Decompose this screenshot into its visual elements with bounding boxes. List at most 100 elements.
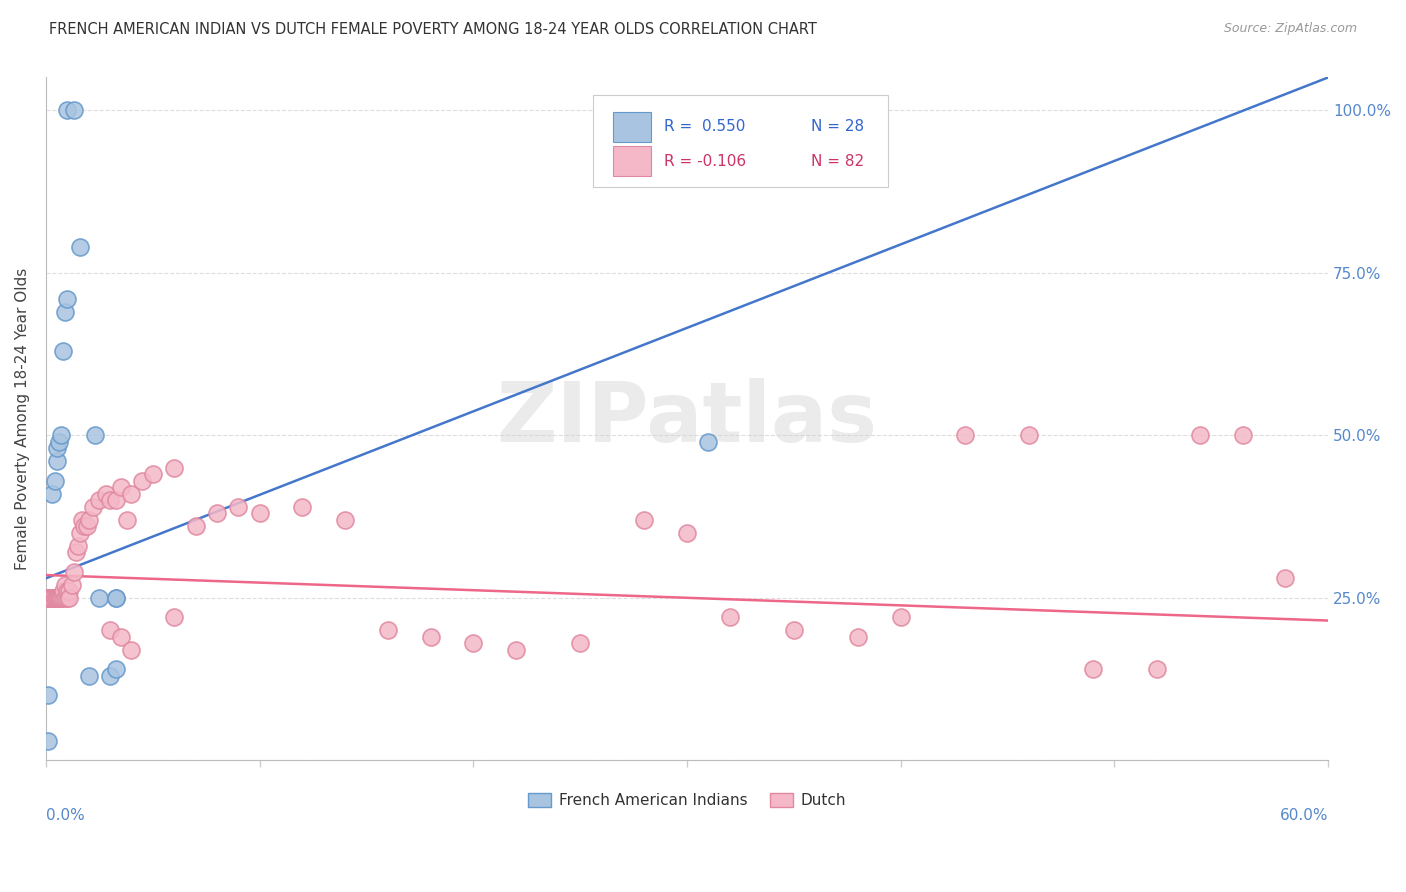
- Point: [98, 493, 121, 508]
- Point: [41, 591, 63, 605]
- Point: [56, 103, 79, 117]
- Y-axis label: Female Poverty Among 18-24 Year Olds: Female Poverty Among 18-24 Year Olds: [15, 268, 30, 570]
- Point: [77, 669, 100, 683]
- Point: [49, 591, 72, 605]
- Point: [41, 591, 63, 605]
- Point: [48, 591, 70, 605]
- Point: [105, 591, 128, 605]
- Point: [44, 591, 66, 605]
- Point: [1232, 428, 1254, 442]
- Point: [45, 454, 67, 468]
- FancyBboxPatch shape: [593, 95, 889, 186]
- Point: [39, 591, 62, 605]
- Point: [676, 525, 699, 540]
- FancyBboxPatch shape: [613, 145, 651, 177]
- Point: [205, 506, 228, 520]
- Point: [65, 545, 87, 559]
- Point: [120, 486, 142, 500]
- Point: [44, 591, 66, 605]
- Point: [105, 662, 128, 676]
- Point: [569, 636, 592, 650]
- Point: [53, 304, 76, 318]
- Point: [333, 513, 356, 527]
- Point: [115, 513, 138, 527]
- Point: [110, 630, 132, 644]
- Point: [120, 643, 142, 657]
- Point: [37, 734, 59, 748]
- Point: [41, 591, 63, 605]
- Point: [66, 539, 89, 553]
- Point: [82, 500, 104, 514]
- Point: [58, 591, 80, 605]
- Point: [69, 525, 91, 540]
- Point: [697, 434, 720, 449]
- Point: [377, 624, 399, 638]
- Point: [131, 474, 153, 488]
- Point: [48, 591, 70, 605]
- Point: [163, 460, 186, 475]
- Point: [89, 493, 111, 508]
- Point: [89, 591, 111, 605]
- Text: FRENCH AMERICAN INDIAN VS DUTCH FEMALE POVERTY AMONG 18-24 YEAR OLDS CORRELATION: FRENCH AMERICAN INDIAN VS DUTCH FEMALE P…: [49, 22, 817, 37]
- Point: [77, 513, 100, 527]
- Point: [41, 591, 63, 605]
- Point: [48, 591, 70, 605]
- Point: [41, 591, 63, 605]
- Point: [718, 610, 741, 624]
- Text: ZIPatlas: ZIPatlas: [496, 378, 877, 459]
- Point: [41, 591, 63, 605]
- Point: [53, 578, 76, 592]
- Point: [39, 591, 62, 605]
- Point: [890, 610, 912, 624]
- Point: [142, 467, 165, 482]
- Point: [41, 591, 63, 605]
- Point: [45, 441, 67, 455]
- Point: [69, 239, 91, 253]
- Point: [56, 292, 79, 306]
- Point: [62, 565, 84, 579]
- Text: 60.0%: 60.0%: [1279, 808, 1329, 823]
- FancyBboxPatch shape: [613, 112, 651, 143]
- Point: [37, 591, 59, 605]
- Text: N = 82: N = 82: [811, 153, 865, 169]
- Point: [84, 428, 107, 442]
- Point: [45, 591, 67, 605]
- Point: [1018, 428, 1040, 442]
- Text: Source: ZipAtlas.com: Source: ZipAtlas.com: [1223, 22, 1357, 36]
- Point: [52, 591, 75, 605]
- Point: [72, 513, 94, 527]
- Point: [56, 584, 79, 599]
- Point: [49, 591, 72, 605]
- Point: [1188, 428, 1211, 442]
- Point: [52, 584, 75, 599]
- Point: [44, 591, 66, 605]
- Point: [463, 636, 485, 650]
- Point: [226, 500, 249, 514]
- Point: [783, 624, 806, 638]
- Point: [291, 500, 314, 514]
- Point: [62, 103, 84, 117]
- Point: [1274, 571, 1296, 585]
- Point: [41, 591, 63, 605]
- Point: [45, 591, 67, 605]
- Text: R =  0.550: R = 0.550: [664, 120, 745, 135]
- Point: [184, 519, 207, 533]
- Point: [41, 486, 63, 500]
- Point: [45, 591, 67, 605]
- Point: [56, 591, 79, 605]
- Point: [105, 591, 128, 605]
- Point: [49, 428, 72, 442]
- Point: [1146, 662, 1168, 676]
- Point: [633, 513, 655, 527]
- Point: [94, 486, 117, 500]
- Point: [73, 519, 96, 533]
- Point: [39, 591, 62, 605]
- Point: [953, 428, 976, 442]
- Point: [52, 343, 75, 358]
- Point: [49, 591, 72, 605]
- Point: [846, 630, 869, 644]
- Point: [41, 591, 63, 605]
- Point: [98, 669, 121, 683]
- Point: [53, 591, 76, 605]
- Text: N = 28: N = 28: [811, 120, 865, 135]
